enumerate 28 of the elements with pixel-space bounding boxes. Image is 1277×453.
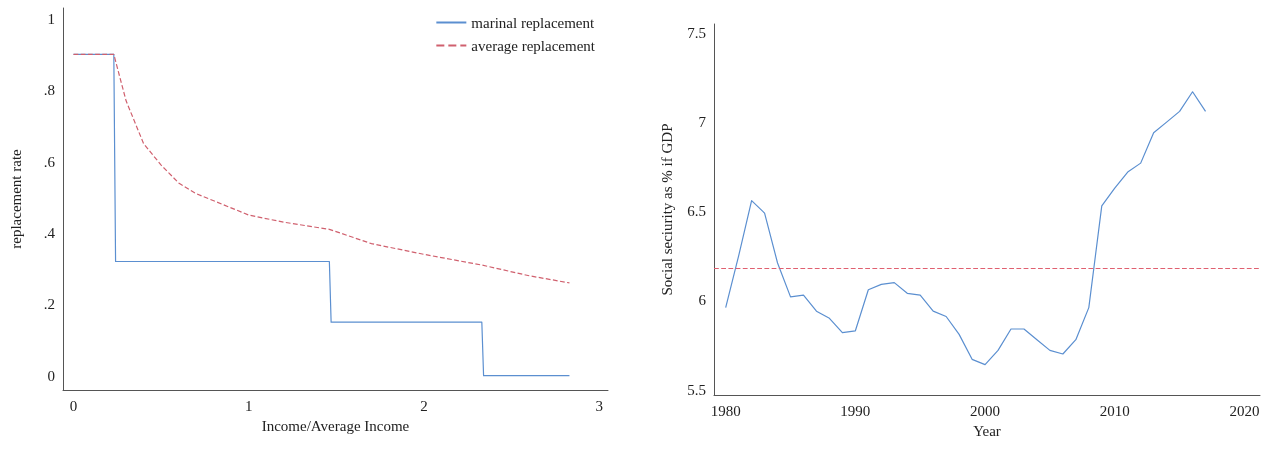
x-tick-label: 3 xyxy=(595,397,603,414)
line-series xyxy=(725,91,1207,366)
x-axis-title: Income/Average Income xyxy=(261,417,410,434)
x-tick-label: 2010 xyxy=(1099,402,1130,419)
y-tick-label: 6.5 xyxy=(687,203,706,220)
x-tick-label: 0 xyxy=(69,397,78,414)
y-tick-label: .6 xyxy=(43,153,56,170)
y-axis-title: Social seciurity as % if GDP xyxy=(658,123,675,296)
y-axis-title: replacement rate xyxy=(7,148,24,249)
x-tick-label: 1 xyxy=(245,397,253,414)
y-tick-label: 7 xyxy=(698,114,707,131)
y-tick-label: 1 xyxy=(47,10,55,27)
x-tick-label: 1980 xyxy=(710,402,741,419)
y-tick-label: .2 xyxy=(43,296,55,313)
y-tick-label: .8 xyxy=(43,82,55,99)
legend-label: average replacement xyxy=(471,37,596,54)
x-tick-label: 1990 xyxy=(840,402,871,419)
y-tick-label: 0 xyxy=(47,367,55,384)
y-tick-label: .4 xyxy=(43,224,56,241)
y-tick-label: 5.5 xyxy=(687,381,706,398)
y-tick-label: 6 xyxy=(698,292,707,309)
y-tick-label: 7.5 xyxy=(687,24,706,41)
x-tick-label: 2000 xyxy=(970,402,1001,419)
line-series xyxy=(72,53,571,284)
x-tick-label: 2 xyxy=(420,397,428,414)
x-tick-label: 2020 xyxy=(1229,402,1260,419)
x-axis-title: Year xyxy=(973,422,1001,439)
legend-label: marinal replacement xyxy=(471,14,596,31)
